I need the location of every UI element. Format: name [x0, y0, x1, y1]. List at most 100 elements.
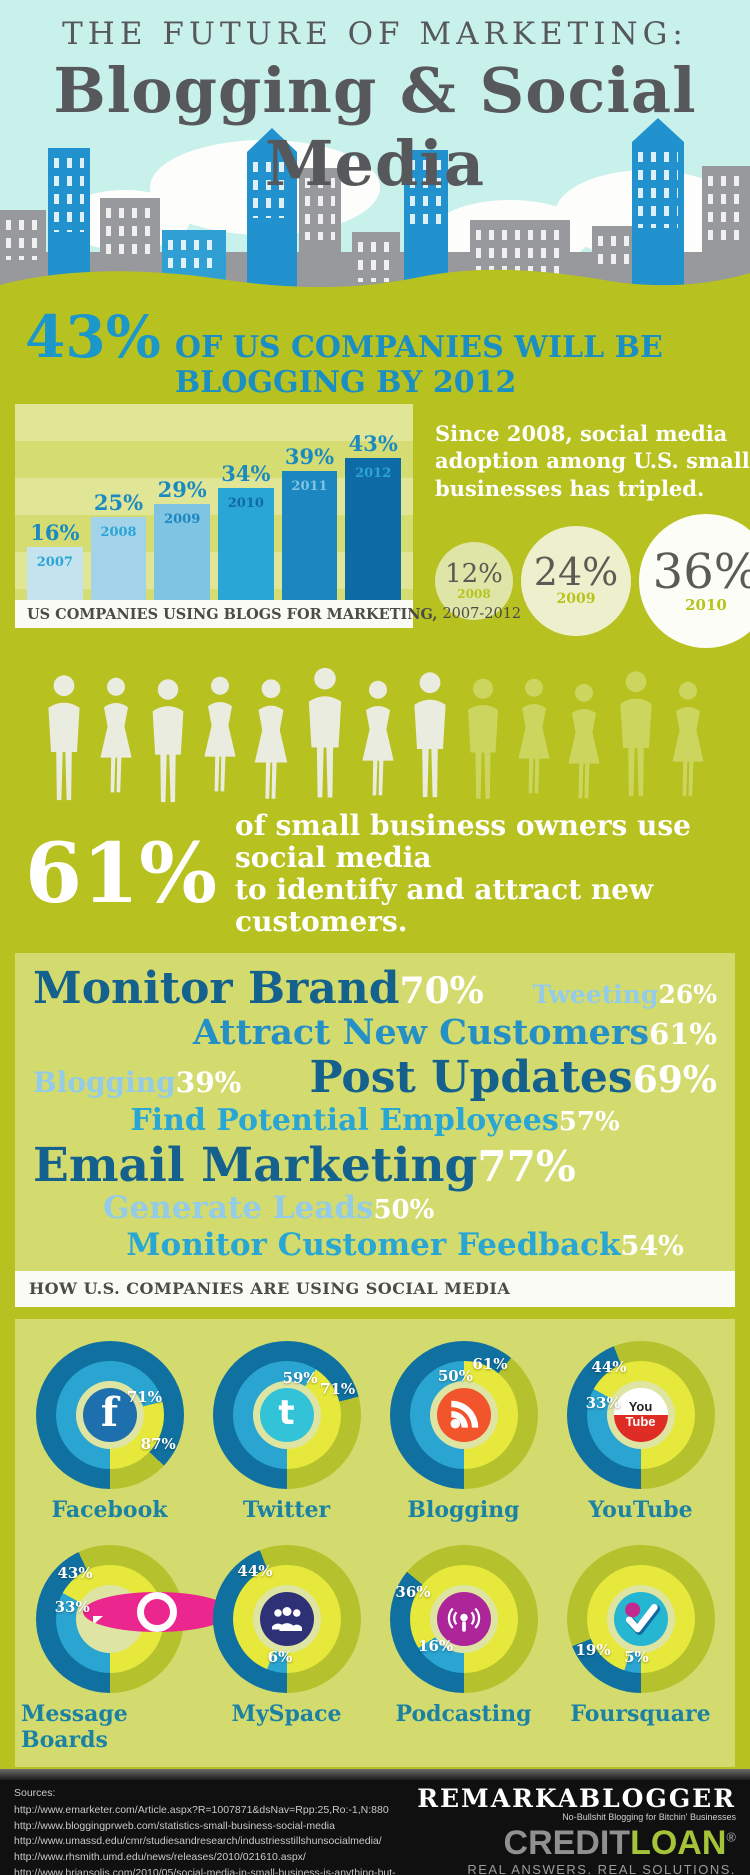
- bar-cell-2011: 39% 2011: [281, 444, 338, 600]
- channel-facebook: f 87% 71% Facebook: [21, 1340, 198, 1523]
- bar-2010: 2010: [218, 488, 274, 600]
- cloud-item-pct: 50%: [373, 1194, 435, 1225]
- title-kicker: THE FUTURE OF MARKETING:: [62, 16, 688, 52]
- cloud-line: Find Potential Employees 57%: [33, 1102, 717, 1138]
- channel-myspace: 44% 6% MySpace: [198, 1544, 375, 1753]
- person-icon: [142, 678, 194, 806]
- person-icon: [298, 662, 352, 806]
- usage-label: 16%: [418, 1636, 454, 1655]
- source-link-1[interactable]: http://www.bloggingprweb.com/statistics-…: [14, 1819, 335, 1832]
- bar-2007: 2007: [27, 547, 83, 600]
- bar-cell-2012: 43% 2012: [345, 431, 402, 600]
- twitter-icon: t: [259, 1387, 314, 1442]
- cloud-line: Monitor Customer Feedback 54%: [33, 1226, 717, 1263]
- channel-message-boards: 43% 33% Message Boards: [21, 1544, 231, 1753]
- donut-foursquare: 19% 5%: [566, 1544, 715, 1693]
- awareness-label: 61%: [472, 1355, 508, 1374]
- bar-2008: 2008: [90, 517, 147, 600]
- source-link-2[interactable]: http://www.umassd.edu/cmr/studiesandrese…: [14, 1835, 382, 1848]
- stat-43-pct: 43%: [25, 303, 161, 371]
- cloud-item-pct: 77%: [477, 1141, 576, 1191]
- awareness-label: 36%: [395, 1583, 431, 1602]
- adoption-block: Since 2008, social media adoption among …: [435, 404, 750, 648]
- bar-value-label: 29%: [157, 477, 207, 502]
- cloud-item-pct: 61%: [649, 1016, 717, 1051]
- cloud-item-monitor-brand: Monitor Brand: [33, 962, 400, 1014]
- brand-creditloan: CREDITLOAN®: [503, 1824, 736, 1862]
- person-icon: [196, 664, 244, 806]
- cloud-item-email-marketing: Email Marketing: [33, 1137, 478, 1193]
- footer: Sources: http://www.emarketer.com/Articl…: [0, 1769, 750, 1875]
- chart-row: 16% 2007 25% 2008 29% 2009 34% 2010 39%: [0, 404, 750, 648]
- channels-panel: f 87% 71% Facebook t 71% 59% Twitter: [15, 1318, 735, 1767]
- bar-year-label: 2010: [227, 496, 264, 511]
- usage-label: 50%: [437, 1367, 473, 1386]
- brand-tagline: No-Bullshit Blogging for Bitchin' Busine…: [562, 1812, 736, 1822]
- header-section: THE FUTURE OF MARKETING: Blogging & Soci…: [0, 0, 750, 300]
- podcasting-icon: [436, 1591, 491, 1646]
- source-link-4[interactable]: http://www.briansolis.com/2010/05/social…: [14, 1866, 396, 1875]
- donut-blogging: 61% 50%: [389, 1340, 538, 1489]
- source-link-0[interactable]: http://www.emarketer.com/Article.aspx?R=…: [14, 1803, 389, 1816]
- bar-year-label: 2008: [100, 525, 137, 540]
- message-boards-icon: [82, 1591, 231, 1632]
- usage-cloud-panel: Monitor Brand 70% Tweeting 26% Attract N…: [15, 952, 735, 1271]
- bar-value-label: 34%: [221, 461, 271, 486]
- person-icon: [664, 674, 712, 806]
- brand-subline: REAL ANSWERS. REAL SOLUTIONS.: [467, 1862, 736, 1875]
- bar-cell-2009: 29% 2009: [154, 477, 211, 600]
- building: [632, 118, 684, 300]
- channel-name: Podcasting: [395, 1700, 532, 1727]
- cloud-item-generate-leads: Generate Leads: [103, 1189, 374, 1226]
- person-icon: [560, 678, 608, 806]
- circle-year: 2009: [556, 591, 596, 608]
- bar-chart-panel: 16% 2007 25% 2008 29% 2009 34% 2010 39%: [15, 404, 521, 628]
- bar-cell-2010: 34% 2010: [218, 461, 274, 600]
- circle-year: 2008: [457, 586, 491, 601]
- person-icon: [404, 666, 456, 806]
- blogging-headline: 43% OF US COMPANIES WILL BE BLOGGING BY …: [0, 300, 750, 404]
- cloud-item-monitor-customer-feedback: Monitor Customer Feedback: [126, 1226, 621, 1263]
- channel-name: MySpace: [231, 1700, 342, 1727]
- rss-icon: [436, 1387, 491, 1442]
- bar-value-label: 25%: [93, 490, 144, 515]
- channel-name: Blogging: [407, 1496, 520, 1523]
- awareness-label: 19%: [575, 1641, 611, 1660]
- foursquare-icon: [613, 1591, 668, 1646]
- person-icon: [610, 664, 662, 806]
- building: [247, 128, 297, 300]
- owners-line1: of small business owners use social medi…: [235, 808, 691, 875]
- cloud-item-post-updates: Post Updates: [309, 1051, 633, 1103]
- channel-youtube: You Tube 44% 33% YouTube: [552, 1340, 729, 1523]
- cloud-item-pct: 39%: [175, 1065, 242, 1099]
- page-title: Blogging & Social Media: [53, 54, 697, 200]
- bar-value-label: 16%: [30, 520, 80, 545]
- donut-message-boards: 43% 33%: [35, 1544, 231, 1693]
- adoption-circles: 12% 2008 24% 2009 36% 2010: [435, 513, 750, 648]
- person-icon: [246, 674, 296, 806]
- adoption-note: Since 2008, social media adoption among …: [435, 421, 750, 501]
- channel-podcasting: 36% 16% Podcasting: [375, 1544, 552, 1753]
- cloud-item-attract-new-customers: Attract New Customers: [192, 1011, 650, 1053]
- cloud-item-find-potential-employees: Find Potential Employees: [130, 1102, 559, 1138]
- bar-value-label: 43%: [348, 431, 398, 456]
- bar-cell-2008: 25% 2008: [90, 490, 147, 600]
- footer-divider: [0, 1769, 750, 1780]
- people-row: [0, 658, 750, 806]
- person-icon: [458, 674, 508, 806]
- bar-cell-2007: 16% 2007: [27, 520, 83, 600]
- person-icon: [510, 668, 558, 806]
- awareness-label: 44%: [591, 1358, 627, 1377]
- bar-chart: 16% 2007 25% 2008 29% 2009 34% 2010 39%: [27, 431, 402, 600]
- cloud-item-blogging: Blogging: [33, 1065, 176, 1099]
- cloud-caption: HOW U.S. COMPANIES ARE USING SOCIAL MEDI…: [15, 1270, 735, 1307]
- donut-podcasting: 36% 16%: [389, 1544, 538, 1693]
- source-link-3[interactable]: http://www.rhsmith.umd.edu/news/releases…: [14, 1851, 306, 1863]
- youtube-icon: You Tube: [613, 1387, 668, 1442]
- usage-label: 71%: [126, 1388, 162, 1407]
- bar-2012: 2012: [345, 458, 402, 600]
- adoption-circle-2009: 24% 2009: [521, 525, 631, 636]
- awareness-label: 44%: [237, 1562, 273, 1581]
- usage-label: 59%: [282, 1369, 318, 1388]
